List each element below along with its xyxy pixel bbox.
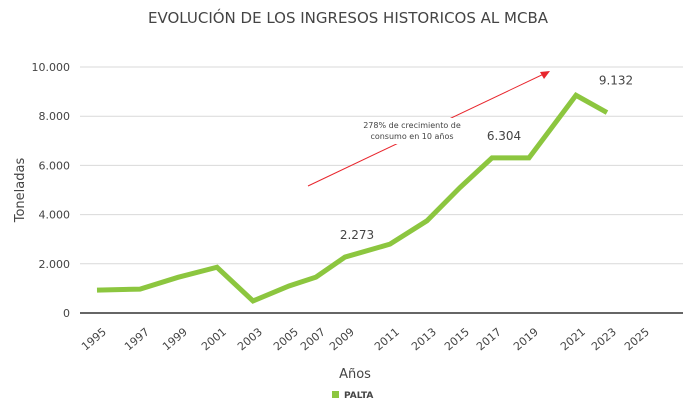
x-tick-label: 1995	[79, 325, 109, 353]
x-tick-label: 1997	[122, 325, 152, 353]
x-tick-label: 2023	[589, 325, 619, 353]
x-axis-label: Años	[339, 367, 371, 382]
x-tick-label: 2025	[622, 325, 652, 353]
y-tick-label: 0	[63, 307, 70, 320]
arrow-head-icon	[540, 71, 550, 79]
y-tick-label: 6.000	[39, 159, 71, 172]
x-tick-label: 2019	[511, 325, 541, 353]
x-tick-label: 2015	[442, 325, 472, 353]
legend-swatch	[332, 391, 339, 398]
data-label: 2.273	[340, 228, 374, 242]
annotation-line1: 278% de crecimiento de	[363, 121, 461, 130]
data-label: 6.304	[487, 129, 521, 143]
x-tick-label: 2017	[474, 325, 504, 353]
y-tick-label: 2.000	[39, 258, 71, 271]
data-label: 9.132	[599, 73, 633, 87]
y-tick-label: 10.000	[32, 61, 71, 74]
y-tick-label: 8.000	[39, 110, 71, 123]
x-tick-label: 2013	[409, 325, 439, 353]
annotation-bg	[350, 118, 475, 144]
y-axis-label: Toneladas	[13, 158, 28, 224]
chart-title: EVOLUCIÓN DE LOS INGRESOS HISTORICOS AL …	[148, 8, 549, 27]
y-tick-label: 4.000	[39, 209, 71, 222]
x-tick-label: 2001	[199, 325, 229, 353]
x-tick-label: 2011	[372, 325, 402, 353]
x-tick-label: 2021	[558, 325, 588, 353]
x-tick-label: 2009	[327, 325, 357, 353]
x-tick-label: 1999	[160, 325, 190, 353]
x-tick-label: 2007	[298, 325, 328, 353]
legend-label: PALTA	[344, 391, 373, 401]
annotation-line2: consumo en 10 años	[370, 132, 453, 141]
x-tick-label: 2005	[271, 325, 301, 353]
x-tick-label: 2003	[235, 325, 265, 353]
